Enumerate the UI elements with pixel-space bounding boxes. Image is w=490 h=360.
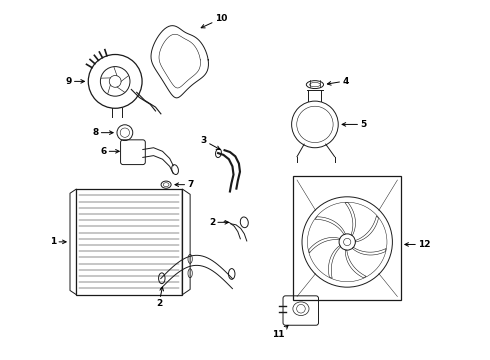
Text: 8: 8 (92, 128, 113, 137)
Text: 2: 2 (156, 287, 164, 308)
Text: 6: 6 (100, 147, 119, 156)
Text: 10: 10 (201, 14, 227, 28)
Text: 2: 2 (209, 218, 228, 227)
Text: 5: 5 (342, 120, 367, 129)
Text: 4: 4 (327, 77, 348, 86)
Text: 3: 3 (200, 136, 220, 149)
Text: 9: 9 (65, 77, 84, 86)
Text: 12: 12 (405, 240, 431, 249)
Text: 7: 7 (175, 180, 194, 189)
Text: 1: 1 (50, 237, 66, 246)
Text: 11: 11 (272, 325, 288, 339)
